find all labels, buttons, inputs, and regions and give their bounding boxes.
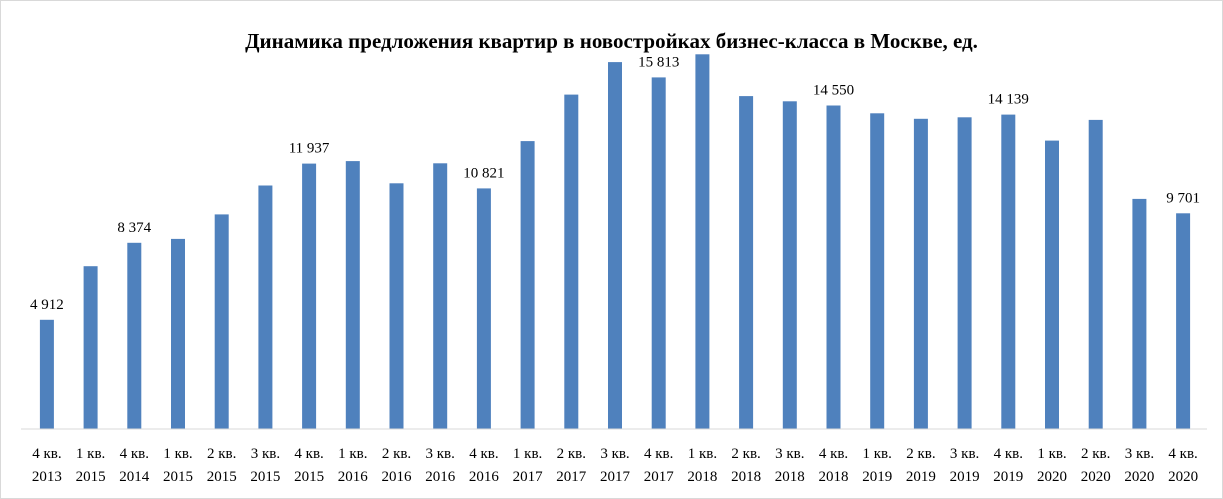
- x-tick-label-16: 2 кв. 2018: [731, 446, 761, 485]
- data-label-0: 4 912: [30, 297, 64, 313]
- bar-22: [1001, 114, 1016, 429]
- bar-15: [695, 54, 710, 430]
- x-tick-label-8: 2 кв. 2016: [382, 446, 413, 485]
- bar-16: [739, 96, 754, 429]
- x-tick-label-25: 3 кв. 2020: [1124, 446, 1154, 485]
- x-tick-label-18: 4 кв. 2018: [819, 446, 849, 485]
- x-tick-label-10: 4 кв. 2016: [469, 446, 500, 485]
- data-label-14: 15 813: [638, 54, 679, 70]
- bar-14: [651, 77, 666, 430]
- bar-26: [1176, 213, 1191, 429]
- x-tick-label-4: 2 кв. 2015: [207, 446, 237, 485]
- bar-18: [826, 105, 841, 429]
- bar-20: [913, 118, 928, 430]
- bar-3: [171, 238, 185, 429]
- bar-4: [214, 214, 229, 429]
- x-tick-label-14: 4 кв. 2017: [644, 446, 675, 485]
- data-label-2: 8 374: [117, 220, 151, 236]
- bar-23: [1045, 140, 1059, 429]
- bar-8: [389, 183, 404, 429]
- x-tick-label-21: 3 кв. 2019: [950, 446, 980, 485]
- bar-5: [258, 185, 273, 429]
- x-tick-label-6: 4 кв. 2015: [294, 446, 324, 485]
- x-tick-label-22: 4 кв. 2019: [993, 446, 1023, 485]
- bar-21: [957, 117, 972, 430]
- bar-12: [564, 94, 579, 429]
- x-tick-label-15: 1 кв. 2018: [687, 446, 717, 485]
- bar-25: [1132, 198, 1147, 429]
- x-tick-label-17: 3 кв. 2018: [775, 446, 805, 485]
- data-label-10: 10 821: [463, 165, 504, 181]
- bar-24: [1088, 119, 1103, 430]
- bar-0: [39, 319, 54, 429]
- x-tick-label-9: 3 кв. 2016: [425, 446, 456, 485]
- data-label-6: 11 937: [289, 141, 330, 157]
- x-tick-label-1: 1 кв. 2015: [76, 446, 106, 485]
- data-label-22: 14 139: [988, 92, 1029, 108]
- bar-6: [302, 163, 317, 429]
- bar-7: [345, 161, 360, 429]
- x-tick-label-19: 1 кв. 2019: [862, 446, 892, 485]
- x-tick-label-26: 4 кв. 2020: [1168, 446, 1198, 485]
- x-tick-label-24: 2 кв. 2020: [1081, 446, 1111, 485]
- x-tick-label-0: 4 кв. 2013: [32, 446, 62, 485]
- x-tick-label-23: 1 кв. 2020: [1037, 446, 1067, 485]
- x-tick-label-3: 1 кв. 2015: [163, 446, 193, 485]
- chart-title: Динамика предложения квартир в новострой…: [245, 29, 978, 53]
- bar-9: [433, 163, 448, 430]
- data-label-26: 9 701: [1166, 190, 1200, 206]
- x-tick-label-11: 1 кв. 2017: [513, 446, 544, 485]
- x-tick-label-13: 3 кв. 2017: [600, 446, 631, 485]
- bar-11: [520, 141, 535, 429]
- bar-19: [870, 113, 885, 430]
- bar-17: [782, 101, 797, 430]
- bar-10: [476, 188, 491, 429]
- data-label-18: 14 550: [813, 83, 854, 99]
- x-tick-label-5: 3 кв. 2015: [250, 446, 280, 485]
- bar-2: [127, 242, 142, 429]
- x-tick-label-2: 4 кв. 2014: [119, 446, 150, 485]
- x-tick-label-12: 2 кв. 2017: [556, 446, 587, 485]
- bar-1: [83, 266, 98, 429]
- bar-13: [608, 62, 622, 429]
- x-tick-label-7: 1 кв. 2016: [338, 446, 369, 485]
- x-tick-label-20: 2 кв. 2019: [906, 446, 936, 485]
